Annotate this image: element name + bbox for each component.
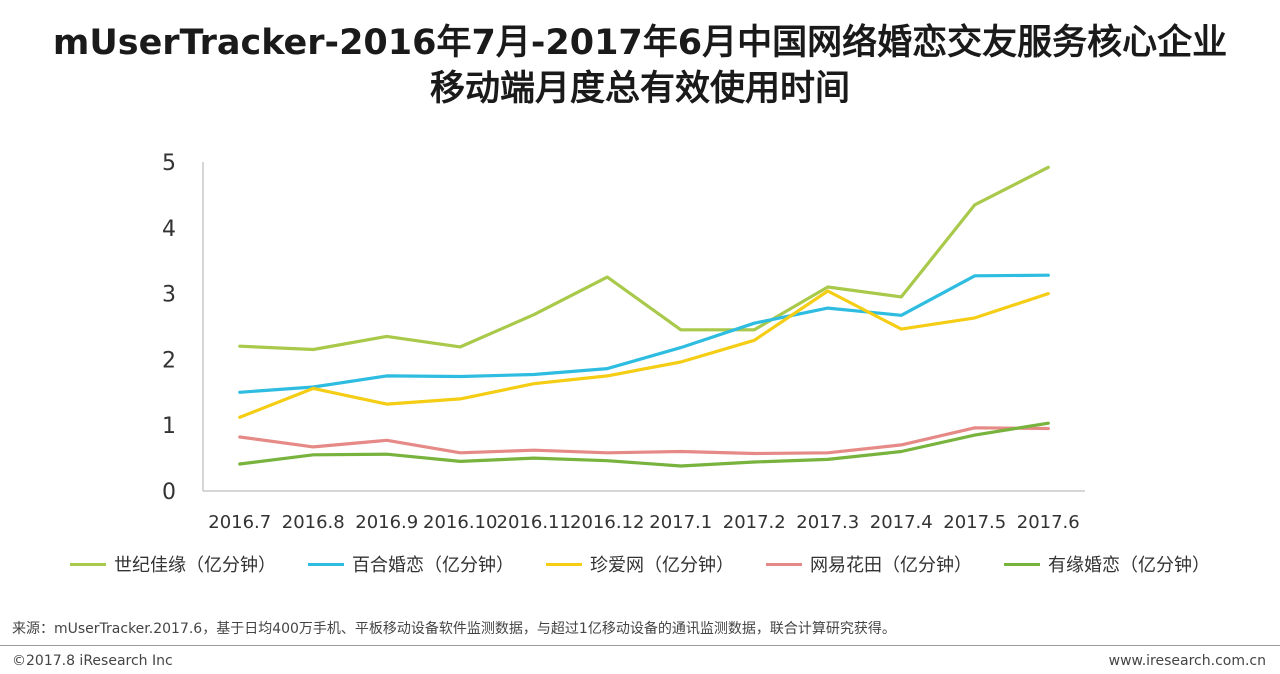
x-tick-label: 2016.12 [570, 512, 644, 533]
series-line-3 [238, 289, 1050, 419]
y-tick-label: 5 [162, 151, 176, 176]
x-tick-label: 2017.2 [723, 512, 786, 533]
source-note: 来源：mUserTracker.2017.6，基于日均400万手机、平板移动设备… [12, 621, 896, 637]
legend-swatch [308, 562, 344, 566]
series-line-5 [238, 421, 1050, 468]
legend-label: 珍爱网（亿分钟） [590, 555, 734, 576]
chart-title-line1: mUserTracker-2016年7月-2017年6月中国网络婚恋交友服务核心… [52, 23, 1228, 63]
legend-label: 世纪佳缘（亿分钟） [114, 555, 276, 576]
chart-title-line2: 移动端月度总有效使用时间 [429, 69, 850, 109]
x-tick-label: 2017.3 [796, 512, 859, 533]
x-tick-label: 2016.7 [208, 512, 271, 533]
x-tick-label: 2017.6 [1017, 512, 1080, 533]
x-tick-label: 2016.8 [282, 512, 345, 533]
legend-swatch [70, 562, 106, 566]
y-tick-label: 2 [162, 348, 176, 373]
legend-label: 百合婚恋（亿分钟） [352, 555, 514, 576]
website: www.iresearch.com.cn [1108, 653, 1266, 669]
series-line-1 [238, 165, 1050, 352]
copyright: ©2017.8 iResearch Inc [12, 653, 173, 669]
series-lines [238, 165, 1050, 468]
legend-item-3: 珍爱网（亿分钟） [546, 551, 734, 577]
x-tick-label: 2017.1 [649, 512, 712, 533]
y-tick-labels: 0 1 2 3 4 5 [162, 151, 176, 505]
legend-item-2: 百合婚恋（亿分钟） [308, 551, 514, 577]
chart-axes [202, 162, 1085, 492]
legend-swatch [546, 562, 582, 566]
legend-item-5: 有缘婚恋（亿分钟） [1004, 551, 1210, 577]
y-tick-label: 0 [162, 480, 176, 505]
legend-item-1: 世纪佳缘（亿分钟） [70, 551, 276, 577]
x-tick-label: 2016.10 [423, 512, 497, 533]
legend-label: 网易花田（亿分钟） [810, 555, 972, 576]
x-tick-label: 2017.5 [943, 512, 1006, 533]
x-tick-label: 2016.9 [355, 512, 418, 533]
x-tick-label: 2017.4 [870, 512, 933, 533]
legend-item-4: 网易花田（亿分钟） [766, 551, 972, 577]
legend-swatch [1004, 562, 1040, 566]
chart-legend: 世纪佳缘（亿分钟） 百合婚恋（亿分钟） 珍爱网（亿分钟） 网易花田（亿分钟） 有缘婚恋（… [70, 551, 1210, 577]
series-line-2 [238, 273, 1050, 394]
y-tick-label: 1 [162, 414, 176, 439]
footer-divider [0, 645, 1280, 646]
series-line-4 [238, 426, 1050, 456]
legend-swatch [766, 562, 802, 566]
y-tick-label: 3 [162, 283, 176, 308]
x-tick-labels: 2016.7 2016.8 2016.9 2016.10 2016.11 2016.12 2… [208, 512, 1079, 533]
legend-label: 有缘婚恋（亿分钟） [1048, 555, 1210, 576]
x-tick-label: 2016.11 [497, 512, 571, 533]
y-tick-label: 4 [162, 217, 176, 242]
